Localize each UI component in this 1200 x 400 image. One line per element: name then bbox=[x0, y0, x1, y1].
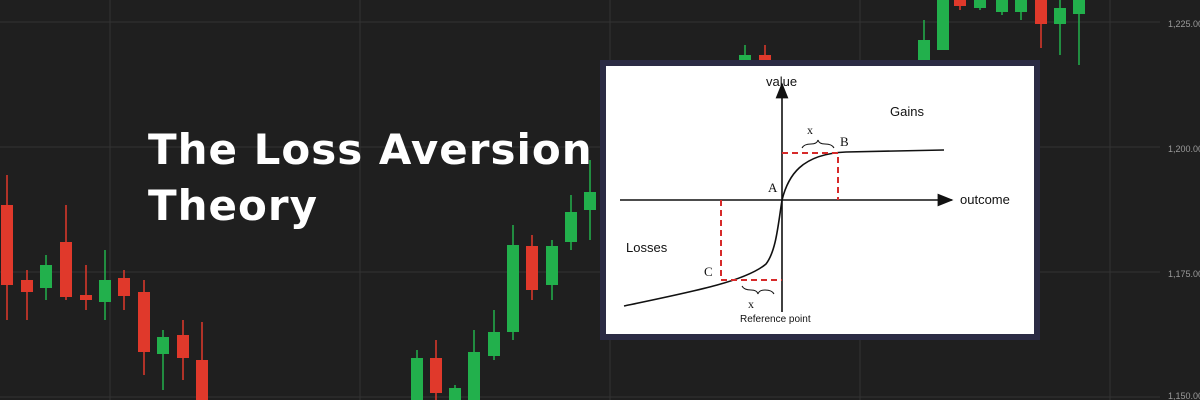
candle-body-11 bbox=[411, 358, 423, 400]
chart-gridlines bbox=[0, 0, 1160, 400]
candle-body-7 bbox=[138, 292, 150, 352]
gain-delta-label: x bbox=[807, 123, 813, 137]
title-line-2: Theory bbox=[148, 181, 318, 230]
candle-body-18 bbox=[546, 246, 558, 285]
candle-body-9 bbox=[177, 335, 189, 358]
candle-body-10 bbox=[196, 360, 208, 400]
value-function-curve bbox=[623, 149, 945, 307]
loss-aversion-diagram: value outcome Gains Losses Reference poi… bbox=[606, 66, 1034, 334]
value-axis-label: value bbox=[766, 74, 797, 89]
candle-body-26 bbox=[1054, 8, 1066, 24]
losses-label: Losses bbox=[626, 240, 668, 255]
candle-body-19 bbox=[565, 212, 577, 242]
loss-dashed-guide bbox=[720, 200, 782, 281]
loss-brace bbox=[741, 285, 775, 295]
candle-body-29 bbox=[954, 0, 966, 6]
loss-aversion-diagram-panel: value outcome Gains Losses Reference poi… bbox=[600, 60, 1040, 340]
point-c-label: C bbox=[704, 264, 713, 279]
candle-body-25 bbox=[1035, 0, 1047, 24]
candle-body-28 bbox=[974, 0, 986, 8]
candle-body-22 bbox=[937, 0, 949, 50]
candle-body-13 bbox=[449, 388, 461, 400]
candle-body-4 bbox=[80, 295, 92, 300]
candle-body-20 bbox=[584, 192, 596, 210]
candle-body-23 bbox=[996, 0, 1008, 12]
candle-body-6 bbox=[118, 278, 130, 296]
price-axis: 1,225.00 1,200.00 1,175.00 1,150.00 bbox=[1168, 19, 1200, 400]
candle-body-17 bbox=[526, 246, 538, 290]
candle-body-27 bbox=[1073, 0, 1085, 14]
gain-dashed-guide bbox=[782, 152, 839, 200]
point-b-label: B bbox=[840, 134, 849, 149]
candle-body-2 bbox=[40, 265, 52, 288]
candle-body-21 bbox=[918, 40, 930, 62]
title-line-1: The Loss Aversion bbox=[148, 125, 593, 174]
candlestick-series bbox=[1, 0, 1085, 400]
gain-brace bbox=[801, 139, 835, 149]
price-tick-4: 1,150.00 bbox=[1168, 391, 1200, 400]
candle-body-1 bbox=[21, 280, 33, 292]
candle-body-14 bbox=[468, 352, 480, 400]
page-title: The Loss Aversion Theory bbox=[148, 122, 618, 234]
gains-label: Gains bbox=[890, 104, 924, 119]
candle-body-3 bbox=[60, 242, 72, 297]
outcome-axis-label: outcome bbox=[960, 192, 1010, 207]
price-tick-2: 1,200.00 bbox=[1168, 144, 1200, 154]
price-tick-3: 1,175.00 bbox=[1168, 269, 1200, 279]
candle-body-16 bbox=[507, 245, 519, 332]
candle-body-5 bbox=[99, 280, 111, 302]
reference-point-label: Reference point bbox=[740, 314, 811, 325]
price-tick-1: 1,225.00 bbox=[1168, 19, 1200, 29]
candle-body-12 bbox=[430, 358, 442, 393]
point-a-label: A bbox=[768, 180, 778, 195]
candle-body-24 bbox=[1015, 0, 1027, 12]
candle-body-8 bbox=[157, 337, 169, 354]
candle-body-15 bbox=[488, 332, 500, 356]
candle-body-0 bbox=[1, 205, 13, 285]
loss-delta-label: x bbox=[748, 297, 754, 311]
